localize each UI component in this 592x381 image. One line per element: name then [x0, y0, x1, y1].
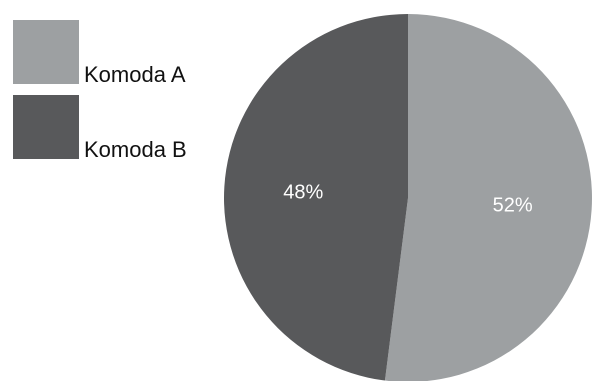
slice-data-label: 52% [493, 195, 533, 217]
pie-slice-komoda-b [223, 14, 408, 381]
pie-slice-komoda-a [384, 14, 592, 381]
legend-swatch [13, 20, 79, 84]
legend-swatch [13, 95, 79, 159]
pie-slice-labels: 52% 48% [283, 181, 533, 216]
pie-slices [223, 14, 592, 381]
legend-label: Komoda B [84, 137, 187, 162]
legend: Komoda A Komoda B [13, 20, 187, 162]
slice-data-label: 48% [283, 181, 323, 203]
legend-label: Komoda A [84, 62, 186, 87]
